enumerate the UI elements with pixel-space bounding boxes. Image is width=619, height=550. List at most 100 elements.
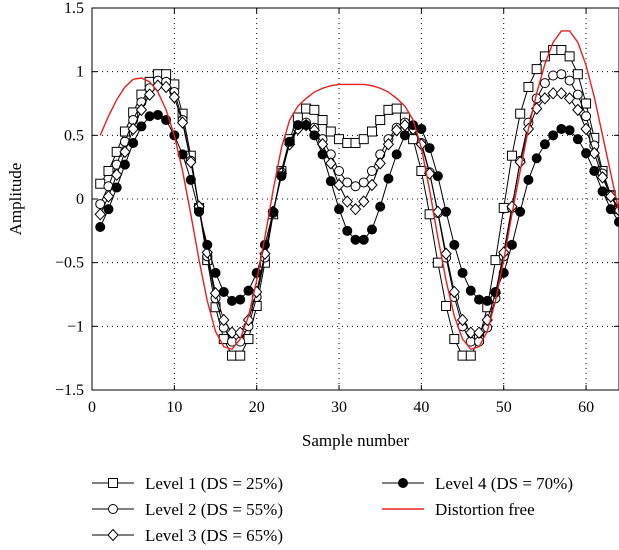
data-point: [119, 145, 131, 159]
data-point: [416, 123, 427, 134]
data-point: [556, 123, 567, 134]
legend-marker: [108, 478, 118, 488]
data-point: [366, 126, 377, 137]
x-tick-label: 30: [331, 399, 347, 416]
data-point: [95, 222, 106, 233]
data-point: [449, 239, 460, 250]
data-point: [547, 87, 559, 100]
data-point: [185, 174, 196, 185]
legend-label: Level 2 (DS = 55%): [145, 500, 283, 519]
data-point: [366, 165, 377, 176]
data-point: [284, 136, 295, 147]
data-point: [243, 334, 254, 345]
data-point: [572, 69, 583, 80]
x-tick-label: 0: [88, 399, 96, 416]
series-4: [95, 109, 619, 306]
data-point: [366, 178, 378, 192]
data-point: [375, 201, 386, 212]
data-point: [102, 190, 115, 203]
data-point: [539, 78, 550, 89]
data-point: [457, 267, 468, 278]
data-point: [176, 116, 189, 129]
data-point: [408, 134, 419, 145]
data-point: [490, 255, 501, 266]
y-tick-label: 0.5: [64, 127, 84, 144]
data-point: [391, 149, 402, 160]
data-point: [358, 134, 369, 145]
legend-item: Level 3 (DS = 65%): [92, 526, 283, 545]
data-point: [317, 115, 328, 126]
data-point: [251, 267, 262, 278]
data-point: [143, 88, 156, 101]
data-point: [424, 143, 435, 154]
x-tick-label: 50: [496, 399, 512, 416]
data-point: [432, 171, 443, 182]
data-point: [441, 206, 452, 217]
data-point: [596, 171, 609, 184]
data-point: [515, 108, 526, 119]
data-point: [185, 155, 197, 169]
axis-ticks: 0 10 20 30 40 50 60 −1.5 −1 −0.5 0 0.5 1 1.5: [55, 0, 619, 416]
data-point: [103, 204, 114, 215]
data-point: [564, 125, 575, 136]
data-point: [235, 294, 246, 305]
data-point: [531, 153, 542, 164]
data-point: [325, 157, 337, 170]
data-point: [589, 165, 600, 176]
data-point: [523, 81, 534, 92]
data-point: [325, 176, 336, 187]
data-point: [432, 205, 444, 218]
data-point: [202, 239, 213, 250]
x-tick-label: 40: [413, 399, 429, 416]
data-point: [383, 104, 394, 115]
data-point: [399, 130, 410, 141]
data-point: [358, 195, 370, 208]
data-point: [350, 234, 361, 245]
data-point: [317, 149, 328, 160]
data-point: [218, 286, 229, 297]
data-point: [144, 111, 155, 122]
data-point: [588, 146, 600, 160]
legend-label: Level 4 (DS = 70%): [435, 474, 573, 493]
data-point: [268, 206, 279, 217]
data-point: [111, 168, 123, 182]
data-point: [333, 178, 345, 192]
data-point: [374, 157, 386, 170]
x-tick-label: 10: [166, 399, 182, 416]
data-point: [334, 204, 345, 215]
y-tick-label: 1.5: [64, 0, 84, 17]
data-point: [556, 45, 567, 56]
data-point: [301, 103, 312, 114]
data-point: [474, 294, 485, 305]
legend-item: Level 2 (DS = 55%): [92, 500, 283, 519]
legend-marker: [108, 504, 118, 514]
data-point: [548, 130, 559, 141]
data-point: [441, 300, 452, 311]
y-tick-label: 0: [76, 191, 84, 208]
legend-item: Distortion free: [382, 500, 535, 519]
data-point: [440, 247, 452, 260]
data-point: [226, 326, 238, 339]
legend-label: Distortion free: [435, 500, 535, 519]
data-point: [465, 326, 477, 339]
data-point: [506, 239, 517, 250]
y-axis-label: Amplitude: [6, 163, 25, 236]
data-point: [201, 246, 213, 259]
data-point: [515, 206, 526, 217]
data-point: [614, 216, 619, 227]
data-point: [465, 350, 476, 361]
y-tick-label: 1: [76, 64, 84, 81]
x-axis-label: Sample number: [302, 431, 410, 450]
data-point: [349, 202, 362, 216]
data-point: [580, 122, 592, 136]
data-point: [506, 150, 517, 161]
grid-lines: [92, 8, 619, 390]
data-point: [564, 75, 575, 86]
legend-label: Level 3 (DS = 65%): [145, 526, 283, 545]
data-point: [350, 181, 361, 192]
data-point: [539, 51, 550, 62]
data-point: [563, 92, 576, 105]
data-point: [160, 80, 172, 94]
data-point: [334, 134, 345, 145]
